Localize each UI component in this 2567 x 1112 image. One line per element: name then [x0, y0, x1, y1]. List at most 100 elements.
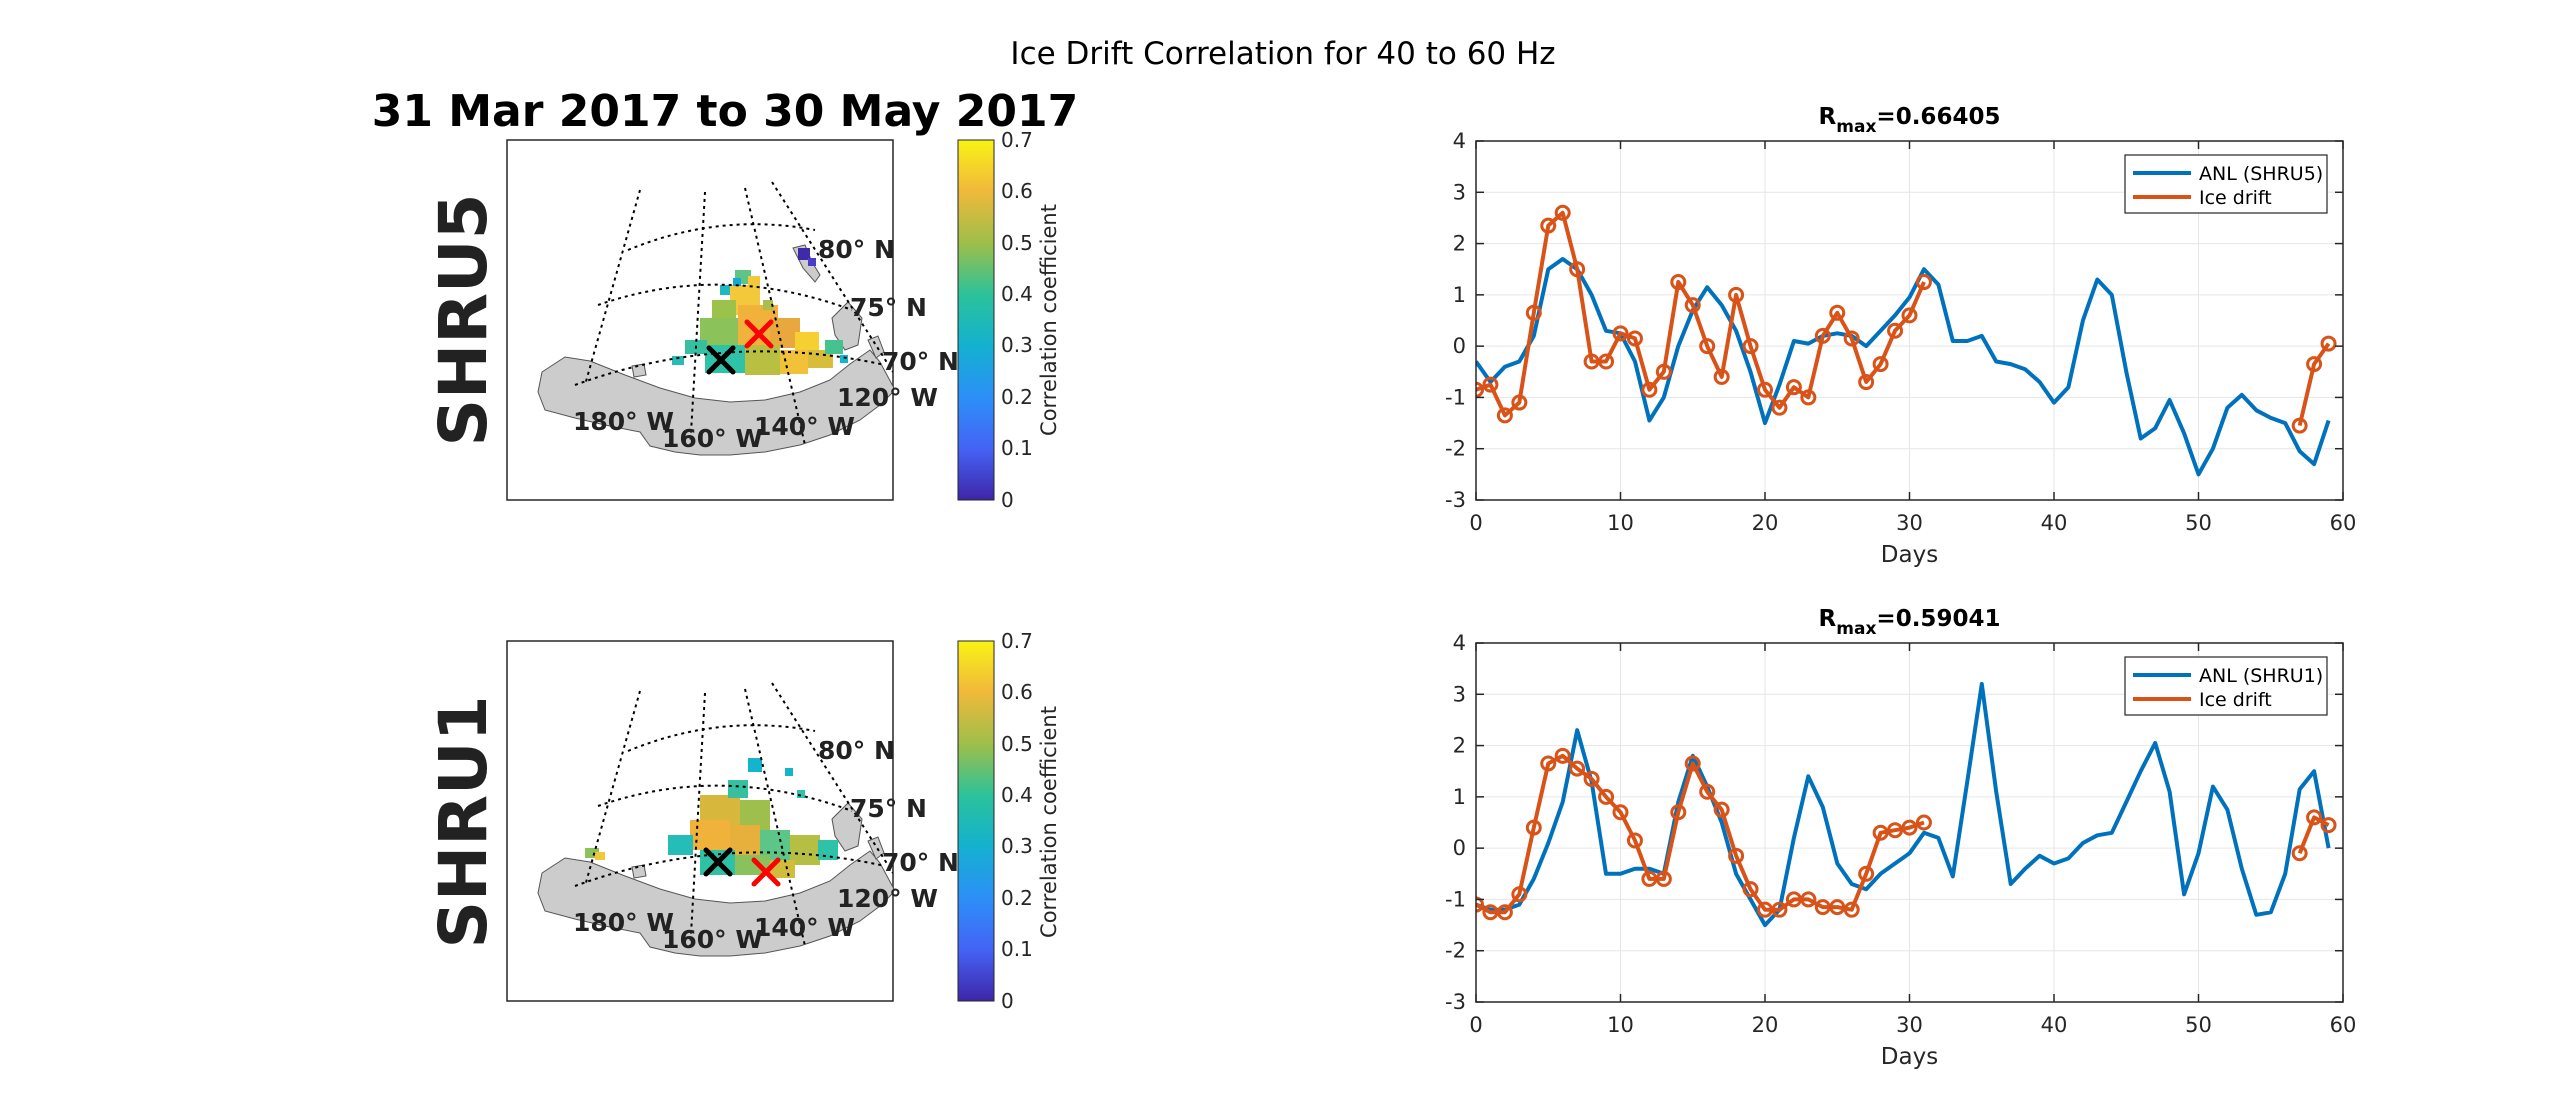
lon-label-140: 140° W: [754, 412, 855, 441]
y-tick-label: 3: [1453, 682, 1466, 706]
title-value: =0.66405: [1876, 104, 2000, 130]
lat-label-75: 75° N: [850, 794, 927, 823]
legend-box: [2124, 656, 2328, 716]
legend-label: Ice drift: [2199, 187, 2272, 209]
y-tick-label: -1: [1445, 887, 1466, 911]
data-point: [1569, 760, 1586, 777]
y-tick-label: 4: [1453, 631, 1466, 655]
x-tick-label: 0: [1469, 511, 1482, 535]
colorbar: [957, 139, 995, 501]
series-line-anl: [1476, 257, 2331, 477]
map-panel-shru1: SHRU1: [425, 629, 1061, 1013]
legend-label: Ice drift: [2199, 689, 2272, 711]
land-alaska-canada: [537, 349, 893, 456]
title-subscript: max: [1836, 619, 1876, 639]
lon-label-120: 120° W: [837, 884, 938, 913]
series-line-anl: [1476, 682, 2331, 928]
title-value: =0.59041: [1876, 606, 2000, 632]
data-point: [1843, 330, 1860, 347]
data-point: [1670, 804, 1687, 821]
colorbar-tick: 0: [1001, 488, 1014, 512]
data-point: [1901, 307, 1918, 324]
x-tick-label: 50: [2185, 511, 2212, 535]
colorbar: [957, 640, 995, 1002]
colorbar-tick: 0.3: [1001, 834, 1033, 858]
data-point: [1684, 297, 1701, 314]
land-islands: [631, 244, 885, 378]
title-symbol: R: [1819, 606, 1837, 632]
black-x-marker: [706, 345, 736, 375]
lat-label-70: 70° N: [882, 347, 959, 376]
colorbar-tick: 0.6: [1001, 680, 1033, 704]
line-plot-shru1: 0 10 20 30 40 50 60 -3 -2 -1 0 1 2 3 4 Days Rmax=0.59041…: [1445, 606, 2356, 1070]
lat-label-70: 70° N: [882, 848, 959, 877]
data-point: [1525, 304, 1542, 321]
colorbar-tick: 0.6: [1001, 179, 1033, 203]
data-point: [1482, 376, 1499, 393]
data-point: [1915, 814, 1932, 831]
legend-box: [2124, 154, 2328, 214]
colorbar-label: Correlation coefficient: [1037, 706, 1061, 938]
map-panel-shru5: SHRU5: [425, 128, 1061, 512]
data-point: [2320, 335, 2337, 352]
colorbar-tick: 0.7: [1001, 629, 1033, 653]
data-point: [1699, 783, 1716, 800]
data-point: [1728, 286, 1745, 303]
series-group: [1476, 682, 2337, 928]
colorbar-tick: 0.4: [1001, 783, 1033, 807]
data-point: [1785, 379, 1802, 396]
data-point: [1476, 381, 1484, 398]
colorbar-ticks: 0.7 0.6 0.5 0.4 0.3 0.2 0.1 0: [1001, 629, 1033, 1013]
series-group: [1476, 204, 2337, 477]
data-point: [1829, 899, 1846, 916]
x-tick-label: 40: [2041, 511, 2068, 535]
colorbar-tick: 0.5: [1001, 231, 1033, 255]
title-subscript: max: [1836, 117, 1876, 137]
x-tick-label: 50: [2185, 1013, 2212, 1037]
data-point: [1728, 847, 1745, 864]
data-point: [1626, 832, 1643, 849]
lat-label-75: 75° N: [850, 293, 927, 322]
x-tick-label: 0: [1469, 1013, 1482, 1037]
land-islands: [631, 836, 885, 879]
colorbar-ticks: 0.7 0.6 0.5 0.4 0.3 0.2 0.1 0: [1001, 128, 1033, 512]
data-point: [1598, 353, 1615, 370]
data-point: [1540, 217, 1557, 234]
colorbar-tick: 0.4: [1001, 282, 1033, 306]
y-tick-label: 4: [1453, 129, 1466, 153]
data-point: [2320, 817, 2337, 834]
y-tick-label: 0: [1453, 836, 1466, 860]
y-tick-label: 2: [1453, 232, 1466, 256]
x-tick-label: 10: [1607, 511, 1634, 535]
data-point: [1583, 770, 1600, 787]
data-point: [1829, 304, 1846, 321]
data-point: [1569, 261, 1586, 278]
data-point: [1496, 407, 1513, 424]
legend: ANL (SHRU1)Ice drift: [2124, 656, 2328, 716]
data-point: [1626, 330, 1643, 347]
lat-label-80: 80° N: [818, 736, 895, 765]
data-point: [1771, 901, 1788, 918]
data-point: [1612, 325, 1629, 342]
lon-label-180: 180° W: [573, 908, 674, 937]
colorbar-tick: 0.1: [1001, 937, 1033, 961]
data-point: [1511, 886, 1528, 903]
x-tick-label: 10: [1607, 1013, 1634, 1037]
legend-label: ANL (SHRU1): [2199, 665, 2323, 687]
data-point: [1655, 363, 1672, 380]
data-point: [1742, 881, 1759, 898]
data-point: [2291, 417, 2308, 434]
legend-label: ANL (SHRU5): [2199, 163, 2323, 185]
data-point: [1742, 338, 1759, 355]
data-point: [1800, 891, 1817, 908]
black-x-marker: [703, 847, 733, 877]
data-point: [1496, 904, 1513, 921]
colorbar-tick: 0.2: [1001, 886, 1033, 910]
colorbar-tick: 0.2: [1001, 385, 1033, 409]
data-point: [1554, 204, 1571, 221]
data-point: [1915, 274, 1932, 291]
series-line-ice-drift: [1476, 753, 1925, 915]
data-point: [1872, 824, 1889, 841]
data-point: [1612, 804, 1629, 821]
